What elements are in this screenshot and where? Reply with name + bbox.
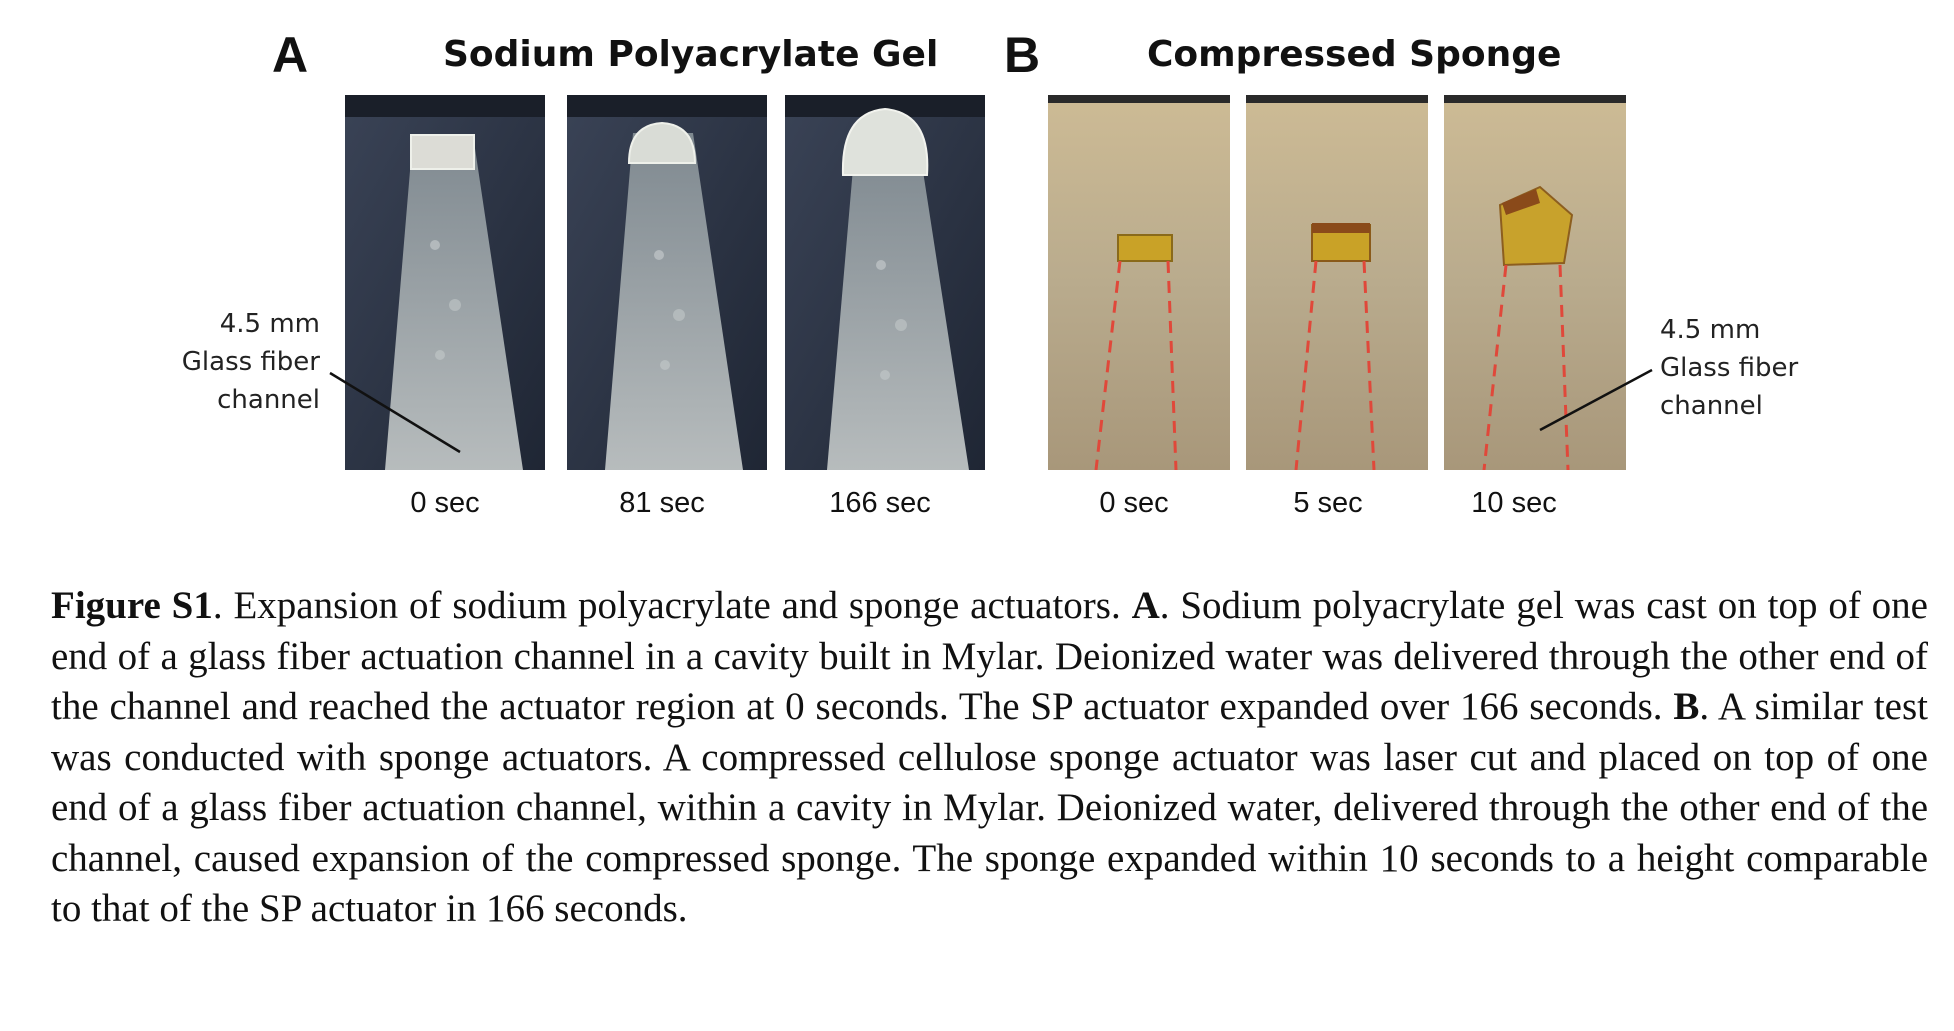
annotation-left: 4.5 mm Glass fiber channel (150, 305, 320, 419)
time-label-gel-81: 81 sec (619, 487, 705, 519)
panel-b-title: Compressed Sponge (1147, 34, 1562, 75)
gel-photo-81 (567, 95, 767, 470)
time-label-sponge-10: 10 sec (1471, 487, 1557, 519)
panel-a-title: Sodium Polyacrylate Gel (443, 34, 939, 75)
caption-ref-b: B (1673, 685, 1700, 728)
caption-label: Figure S1 (51, 584, 213, 627)
time-label-gel-0: 0 sec (410, 487, 480, 519)
gel-photo-166 (785, 95, 985, 470)
annotation-right-line1: 4.5 mm (1660, 315, 1761, 345)
annotation-left-line2: Glass fiber (181, 347, 320, 377)
caption-part-a: . Sodium polyacrylate gel was cast on to… (51, 584, 1928, 728)
figure-s1: A Sodium Polyacrylate Gel B Compressed S… (150, 27, 1860, 519)
sponge-photo-10 (1444, 95, 1626, 470)
panel-b-letter: B (1004, 27, 1041, 83)
gel-photo-0 (345, 95, 545, 470)
time-label-gel-166: 166 sec (829, 487, 931, 519)
annotation-right-line2: Glass fiber (1660, 353, 1799, 383)
annotation-right-line3: channel (1660, 391, 1763, 421)
sponge-photo-5 (1246, 95, 1428, 470)
annotation-left-line3: channel (217, 385, 320, 415)
panel-a-letter: A (272, 27, 309, 83)
annotation-left-line1: 4.5 mm (219, 309, 320, 339)
caption-part-b: . A similar test was conducted with spon… (51, 685, 1928, 930)
time-label-sponge-5: 5 sec (1293, 487, 1363, 519)
annotation-right: 4.5 mm Glass fiber channel (1660, 311, 1860, 425)
figure-caption: Figure S1. Expansion of sodium polyacryl… (51, 581, 1928, 935)
caption-ref-a: A (1131, 584, 1160, 627)
time-label-sponge-0: 0 sec (1099, 487, 1169, 519)
sponge-photo-0 (1048, 95, 1230, 470)
caption-sentence1: . Expansion of sodium polyacrylate and s… (212, 584, 1132, 627)
